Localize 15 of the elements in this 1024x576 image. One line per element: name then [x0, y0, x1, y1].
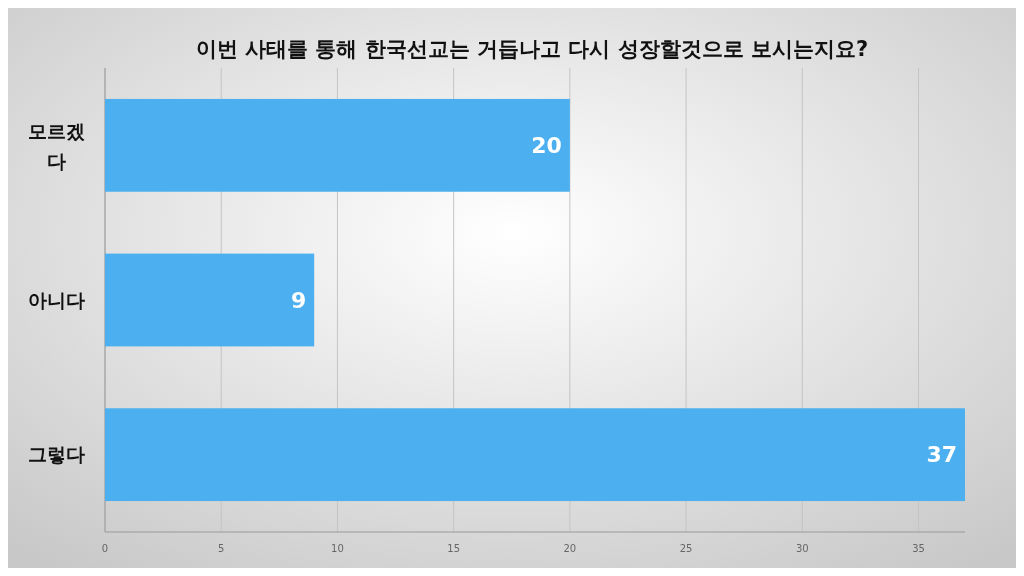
x-tick-label: 10 — [331, 543, 344, 554]
y-tick-label: 모르겠다 — [27, 119, 85, 172]
data-label: 9 — [290, 287, 307, 313]
x-tick-label: 35 — [912, 543, 925, 554]
y-tick-label: 그렇다 — [27, 443, 85, 466]
x-tick-label: 5 — [218, 543, 225, 554]
x-tick-label: 25 — [679, 543, 693, 554]
data-label: 20 — [531, 133, 562, 159]
y-tick-label: 아니다 — [27, 288, 85, 311]
x-tick-label: 30 — [795, 543, 809, 554]
chart-title: 이번 사태를 통해 한국선교는 거듭나고 다시 성장할것으로 보시는지요? — [195, 37, 869, 61]
x-tick-label: 15 — [447, 543, 461, 554]
x-tick-label: 20 — [563, 543, 577, 554]
data-label: 37 — [926, 442, 957, 468]
x-tick-label: 0 — [101, 543, 109, 554]
